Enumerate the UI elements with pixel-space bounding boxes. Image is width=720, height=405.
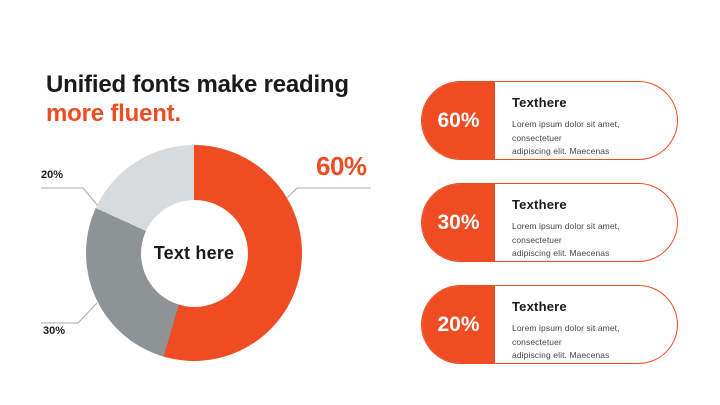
slide-title-line1: Unified fonts make reading: [46, 71, 349, 98]
stat-card-percent: 20%: [422, 286, 495, 363]
stat-card-body-line1: Lorem ipsum dolor sit amet, consectetuer: [512, 221, 620, 245]
stat-card-body: Lorem ipsum dolor sit amet, consectetuer…: [512, 220, 663, 261]
stat-card-body-line1: Lorem ipsum dolor sit amet, consectetuer: [512, 323, 620, 347]
stat-card-text: Texthere Lorem ipsum dolor sit amet, con…: [512, 95, 663, 159]
stat-card-body-line2: adipiscing elit. Maecenas porttitorcongu…: [512, 248, 610, 258]
slide-title: Unified fonts make reading more fluent.: [46, 70, 349, 128]
stat-card-heading: Texthere: [512, 95, 567, 110]
stat-card-body-line2: adipiscing elit. Maecenas porttitorcongu…: [512, 146, 610, 156]
stat-card-percent: 60%: [422, 82, 495, 159]
stat-card-body: Lorem ipsum dolor sit amet, consectetuer…: [512, 322, 663, 363]
donut-hole: Text here: [140, 199, 248, 307]
stat-card-60: 60% Texthere Lorem ipsum dolor sit amet,…: [421, 81, 678, 160]
slice-label-30: 30%: [43, 325, 66, 337]
leader-line-60: [286, 187, 371, 199]
slide-title-line2: more fluent.: [46, 100, 181, 127]
stat-card-heading: Texthere: [512, 299, 567, 314]
leader-line-30: [41, 302, 98, 324]
stat-card-body-line2: adipiscing elit. Maecenas porttitorcongu…: [512, 350, 610, 360]
stat-card-30: 30% Texthere Lorem ipsum dolor sit amet,…: [421, 183, 678, 262]
stat-card-text: Texthere Lorem ipsum dolor sit amet, con…: [512, 197, 663, 261]
leader-line-20: [41, 187, 99, 207]
slice-label-60: 60%: [316, 151, 367, 181]
stat-card-text: Texthere Lorem ipsum dolor sit amet, con…: [512, 299, 663, 363]
donut-chart: Text here: [86, 145, 302, 361]
stat-card-20: 20% Texthere Lorem ipsum dolor sit amet,…: [421, 285, 678, 364]
stat-card-body: Lorem ipsum dolor sit amet, consectetuer…: [512, 118, 663, 159]
stat-card-body-line1: Lorem ipsum dolor sit amet, consectetuer: [512, 119, 620, 143]
donut-center-label: Text here: [153, 242, 235, 263]
stat-card-percent: 30%: [422, 184, 495, 261]
stat-card-heading: Texthere: [512, 197, 567, 212]
slice-label-20: 20%: [41, 169, 64, 181]
